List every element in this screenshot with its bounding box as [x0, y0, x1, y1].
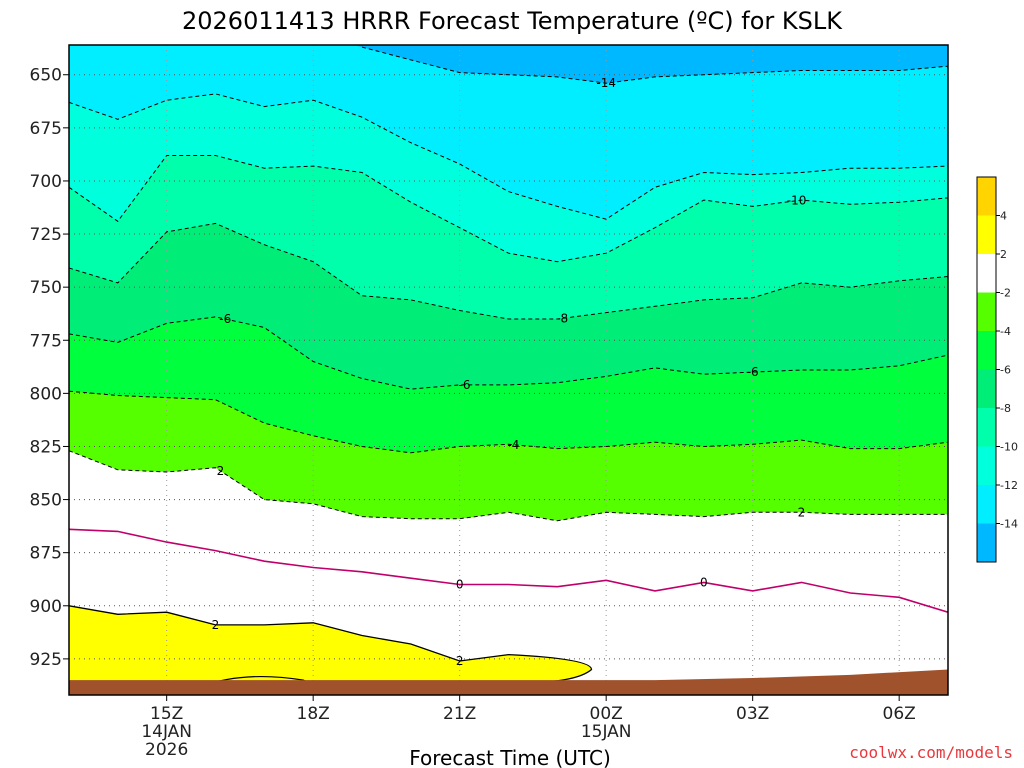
grid [69, 45, 948, 695]
contour-label: -4 [507, 438, 519, 452]
colorbar-segment [977, 485, 996, 524]
x-tick-date: 15JAN [581, 722, 632, 742]
contour-line [69, 93, 948, 220]
contour-line [69, 155, 948, 263]
y-tick-label: 925 [30, 650, 62, 670]
x-tick-label: 03Z [736, 704, 769, 724]
y-tick-label: 725 [30, 225, 62, 245]
colorbar-label: 2 [1000, 248, 1007, 261]
contour-label: 2 [456, 654, 464, 668]
colorbar-segment [977, 215, 996, 254]
y-tick-label: 650 [30, 66, 62, 86]
contour-label: 2 [798, 505, 806, 519]
colorbar-segment [977, 369, 996, 408]
colorbar-segment [977, 292, 996, 331]
contour-label: -8 [556, 311, 568, 325]
contour-label: -6 [219, 312, 231, 326]
colorbar-label: -4 [1000, 325, 1011, 338]
plot-frame [68, 44, 949, 696]
colorbar-label: -8 [1000, 402, 1011, 415]
contour-label: -6 [747, 365, 759, 379]
colorbar-segment [977, 408, 996, 447]
y-tick-label: 800 [30, 384, 62, 404]
plot-content: -14 -10 -8 -6 -6 -6 -4 2 2 0 0 2 2 [69, 45, 948, 695]
y-tick-label: 825 [30, 437, 62, 457]
colorbar-label: -14 [1000, 518, 1018, 531]
y-tick-label: 900 [30, 597, 62, 617]
x-tick-label: 21Z [443, 704, 476, 724]
y-tick-label: 750 [30, 278, 62, 298]
x-tick-date: 14JAN [141, 722, 192, 742]
colorbar-segment [977, 331, 996, 370]
chart-title: 2026011413 HRRR Forecast Temperature (ºC… [182, 7, 843, 35]
contour-label: -10 [787, 194, 807, 208]
x-tick-label: 06Z [883, 704, 916, 724]
colorbar-label: 4 [1000, 210, 1007, 223]
x-tick-label: 00Z [590, 704, 623, 724]
colorbar-label: -2 [1000, 287, 1011, 300]
x-tick-year: 2026 [145, 740, 188, 760]
contour-line [361, 46, 948, 84]
contour-line [69, 222, 948, 320]
y-tick-label: 775 [30, 331, 62, 351]
contour-label: 2 [212, 618, 220, 632]
colorbar-label: -6 [1000, 364, 1011, 377]
contour-line [69, 450, 948, 522]
colorbar-label: -12 [1000, 479, 1018, 492]
y-tick-label: 875 [30, 544, 62, 564]
contour-label: 0 [456, 578, 464, 592]
x-tick-label: 15Z [150, 704, 183, 724]
plot-area: -14 -10 -8 -6 -6 -6 -4 2 2 0 0 2 2 [69, 45, 948, 695]
y-tick-label: 700 [30, 172, 62, 192]
colorbar-segment [977, 177, 996, 216]
y-tick-label: 850 [30, 491, 62, 511]
colorbar-label: -10 [1000, 441, 1018, 454]
x-tick-label: 18Z [297, 704, 330, 724]
y-tick-label: 675 [30, 119, 62, 139]
colorbar-segment [977, 446, 996, 485]
colorbar-legend: 4 2 -2 -4 -6 -8 -10 -12 -14 [976, 176, 1018, 563]
contour-label: -14 [596, 76, 616, 90]
contour-label: 0 [700, 575, 708, 589]
contour-line [69, 390, 948, 454]
axes: 65067570072575077580082585087590092515Z1… [30, 44, 949, 760]
contour-line [69, 528, 948, 613]
ground-terrain [69, 669, 948, 695]
fill-layer [69, 605, 592, 695]
credit-text: coolwx.com/models [849, 743, 1013, 762]
colorbar-segment [977, 254, 996, 293]
contour-label: 2 [217, 464, 225, 478]
contour-label: -6 [459, 378, 471, 392]
x-axis-label: Forecast Time (UTC) [409, 746, 611, 768]
colorbar-segment [977, 523, 996, 562]
